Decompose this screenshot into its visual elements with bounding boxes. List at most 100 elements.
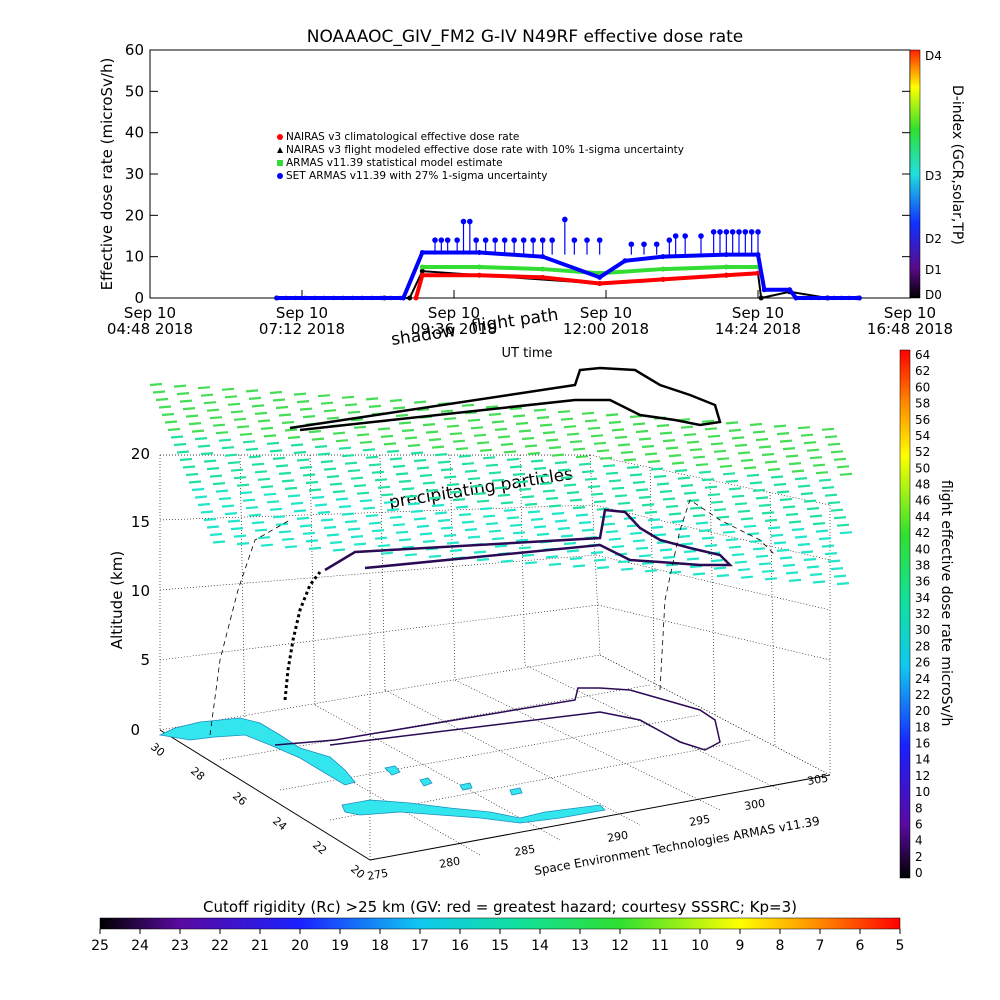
series-point-3	[476, 250, 482, 256]
particle-dash	[530, 459, 544, 463]
set-armas-spike-point	[723, 229, 730, 235]
legend-marker	[277, 173, 283, 179]
particle-dash	[284, 428, 298, 432]
particle-dash	[617, 443, 631, 447]
particle-dash	[284, 545, 298, 549]
particle-dash	[395, 472, 409, 476]
particle-dash	[779, 497, 793, 502]
particle-dash	[731, 436, 745, 440]
particle-dash	[524, 502, 538, 506]
particle-dash	[416, 408, 430, 412]
particle-dash	[554, 461, 568, 465]
particle-dash	[692, 455, 706, 459]
legend-marker	[277, 134, 283, 140]
particle-dash	[806, 565, 820, 569]
flight-colorbar-tick: 46	[915, 494, 930, 508]
particle-dash	[440, 468, 454, 472]
series-point-3	[761, 287, 767, 293]
longitude-tick-305: 305	[806, 772, 829, 788]
set-armas-baseline-point	[369, 295, 374, 301]
particle-dash	[455, 447, 469, 451]
longitude-tick-290: 290	[606, 829, 629, 845]
particle-dash	[395, 413, 409, 418]
series-point-0	[758, 295, 764, 301]
particle-dash	[635, 429, 649, 434]
particle-dash	[656, 424, 670, 428]
series-point-1	[476, 272, 482, 278]
particle-dash	[320, 401, 334, 405]
flight-colorbar-tick: 12	[915, 769, 930, 783]
particle-dash	[665, 563, 679, 567]
legend-marker	[277, 147, 283, 153]
particle-dash	[281, 479, 295, 483]
particle-dash	[830, 508, 844, 512]
dindex-tick-d4: D4	[925, 49, 942, 63]
particle-dash	[788, 578, 802, 582]
particle-dash	[782, 447, 796, 451]
particle-dash	[830, 567, 844, 571]
ground-track	[274, 687, 721, 751]
particle-dash	[521, 495, 535, 499]
latitude-tick-24: 24	[270, 814, 289, 833]
particle-dash	[635, 546, 649, 550]
particle-dash	[755, 496, 769, 500]
flight-colorbar-tick: 24	[915, 672, 930, 686]
particle-dash	[167, 427, 181, 432]
particle-dash	[572, 564, 586, 568]
particle-dash	[623, 458, 637, 462]
flight-dose-colorbar: 6462605856545250484644424038363432302826…	[899, 348, 954, 880]
particle-dash	[560, 417, 574, 421]
particle-dash	[431, 445, 445, 449]
particle-dash	[206, 525, 220, 529]
particle-dash	[569, 556, 583, 561]
particle-dash	[641, 503, 655, 507]
front-axes	[159, 580, 831, 861]
particle-dash	[413, 517, 427, 521]
particle-dash	[551, 453, 565, 457]
set-armas-spike-point	[473, 237, 479, 243]
particle-dash	[227, 461, 241, 465]
particle-dash	[557, 526, 571, 531]
x-tick-label-time: 12:00 2018	[563, 320, 649, 338]
particle-dash	[698, 529, 712, 533]
particle-dash	[311, 437, 325, 441]
series-point-3	[419, 250, 425, 256]
particle-dash	[356, 491, 370, 495]
set-armas-spike-point	[511, 237, 517, 243]
flight-climb-segment	[283, 571, 322, 701]
particle-dash	[731, 494, 745, 498]
set-armas-spike-point	[710, 229, 717, 235]
particle-dash	[257, 477, 271, 481]
particle-dash	[728, 487, 742, 491]
particle-dash	[572, 447, 586, 451]
particle-dash	[377, 427, 391, 431]
particle-dash	[590, 551, 604, 555]
cutoff-tick-label: 17	[411, 938, 429, 954]
particle-dash	[467, 418, 481, 422]
dindex-tick-d2: D2	[925, 232, 942, 246]
flight-shadow-dashed	[209, 499, 776, 736]
particle-dash	[335, 439, 349, 443]
flight-colorbar-tick: 40	[915, 542, 930, 556]
timeseries-series	[274, 216, 862, 301]
x-tick-label-date: Sep 10	[428, 304, 480, 322]
florida-landmass	[158, 717, 356, 786]
particle-dash	[587, 426, 601, 430]
particle-dash	[224, 395, 238, 399]
set-armas-baseline-point	[321, 295, 327, 301]
altitude-axis-label: Altitude (km)	[108, 551, 126, 649]
particle-dash	[461, 403, 475, 407]
set-armas-spike-point	[432, 237, 438, 243]
particle-dash	[398, 538, 412, 542]
cutoff-tick-label: 12	[611, 938, 629, 954]
particle-dash	[809, 514, 823, 518]
particle-dash	[815, 529, 829, 533]
series-line-1	[414, 271, 759, 299]
particle-dash	[338, 446, 352, 450]
particle-dash	[326, 416, 340, 420]
particle-dash	[296, 400, 310, 404]
altitude-ticks: 0 5 10 15 20	[130, 445, 150, 739]
particle-dash	[248, 396, 262, 400]
particle-dash	[362, 448, 376, 452]
